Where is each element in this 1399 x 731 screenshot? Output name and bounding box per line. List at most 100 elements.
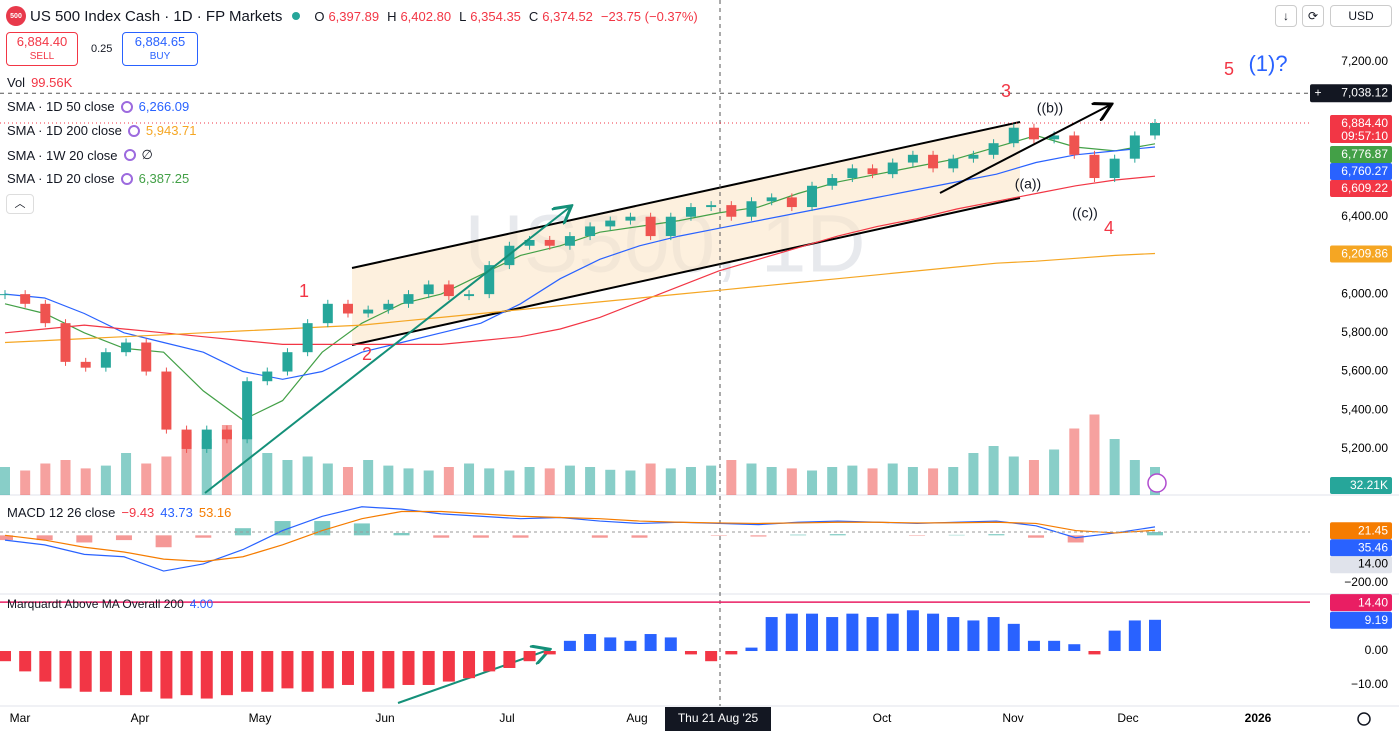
macd-hist <box>472 535 489 538</box>
sma-line <box>4 175 1156 345</box>
x-tick-label: Jun <box>375 711 394 725</box>
marq-bar <box>140 651 153 692</box>
legend-name: Marquardt Above MA Overall 200 <box>7 597 184 611</box>
y-tick-label: −200.00 <box>1344 575 1388 589</box>
marq-bar <box>39 651 52 682</box>
candle <box>282 352 293 372</box>
currency-select[interactable]: USD <box>1330 5 1392 27</box>
candle <box>1049 135 1060 140</box>
price-badge: 6,884.40 <box>1341 116 1388 130</box>
status-dot <box>292 12 301 20</box>
marq-bar <box>947 617 960 652</box>
level-badge: 14.40 <box>1358 595 1388 609</box>
marq-bar <box>503 651 516 668</box>
sma-legend: SMA · 1W 20 close ∅ <box>7 147 153 163</box>
marq-bar <box>1027 640 1040 652</box>
price-badge-bg <box>1330 162 1392 180</box>
volume-bar <box>786 468 797 495</box>
volume-bar <box>484 468 495 495</box>
sell-button[interactable]: 6,884.40 SELL <box>6 32 78 66</box>
volume-bar <box>40 463 51 495</box>
volume-bar <box>322 463 333 495</box>
vol-legend: Vol 99.56K <box>7 75 72 90</box>
marq-bar <box>866 617 879 652</box>
candle <box>665 216 676 237</box>
volume-bar <box>867 468 878 495</box>
volume-bar <box>1129 460 1140 495</box>
level-badge-bg <box>1330 594 1392 612</box>
macd-badge: 21.45 <box>1358 523 1388 537</box>
marq-bar <box>584 634 597 652</box>
candle <box>887 162 898 175</box>
sell-label: SELL <box>29 51 55 62</box>
volume-bar <box>605 469 616 495</box>
macd-hist <box>512 535 529 538</box>
marq-bar <box>59 651 72 689</box>
candle <box>403 294 414 304</box>
settings-icon[interactable] <box>127 124 140 137</box>
volume-bar <box>403 468 414 495</box>
volume-bar <box>1008 456 1019 495</box>
marq-bar <box>846 613 859 652</box>
candle <box>484 265 495 295</box>
candle <box>928 154 939 169</box>
crosshair-date: Thu 21 Aug '25 <box>678 711 759 725</box>
candle <box>1109 158 1120 179</box>
macd-badge-bg <box>1330 539 1392 557</box>
price-badge: 6,609.22 <box>1341 181 1388 195</box>
marq-bar <box>987 617 1000 652</box>
macd-hist <box>0 535 13 541</box>
macd-tick-bg <box>1330 556 1392 574</box>
volume-bar <box>80 468 91 495</box>
candle <box>141 342 152 372</box>
trend-arrow <box>939 105 1110 194</box>
download-button[interactable]: ↓ <box>1275 5 1297 27</box>
volume-bar <box>1089 414 1100 495</box>
candle <box>322 303 333 324</box>
marq-bar <box>927 613 940 652</box>
candle <box>564 236 575 246</box>
volume-bar <box>524 467 535 495</box>
volume-bar <box>464 463 475 495</box>
candle <box>706 205 717 208</box>
macd-hist <box>591 535 608 538</box>
candle <box>1028 127 1039 140</box>
y-tick-label: 5,600.00 <box>1341 364 1388 378</box>
collapse-button[interactable]: ︿ <box>6 194 34 214</box>
wave-label: 2 <box>362 344 372 364</box>
volume-bar <box>342 467 353 495</box>
volume-bar <box>423 470 434 495</box>
settings-icon[interactable] <box>120 172 133 185</box>
marq-bar <box>402 651 415 685</box>
candle <box>242 381 253 440</box>
legend-value: 43.73 <box>160 505 193 520</box>
candle <box>121 342 132 353</box>
x-tick-label: Aug <box>626 711 647 725</box>
legend-name: Vol <box>7 75 26 90</box>
channel-line <box>351 197 1021 346</box>
ohlc-label: C <box>528 8 539 24</box>
volume-bar <box>645 463 656 495</box>
price-badge-bg <box>1330 179 1392 197</box>
volume-bar <box>887 463 898 495</box>
marq-bar <box>826 617 839 652</box>
x-tick-label: 2026 <box>1245 711 1272 725</box>
crosshair-label: 7,038.12 <box>1341 85 1388 99</box>
volume-bar <box>100 465 111 495</box>
candle <box>746 201 757 217</box>
x-tick-label: Jul <box>499 711 514 725</box>
settings-icon[interactable] <box>120 100 133 113</box>
replay-button[interactable]: ⟳ <box>1302 5 1324 27</box>
crosshair-plus: + <box>1314 85 1321 99</box>
settings-icon[interactable] <box>123 149 136 161</box>
candle <box>423 284 434 295</box>
wave-label: ((c)) <box>1072 205 1098 221</box>
marq-bar <box>422 651 435 685</box>
volume-bar <box>544 468 555 495</box>
wave-label: 5 <box>1224 59 1234 79</box>
marq-bar <box>1088 651 1101 655</box>
marq-bar <box>745 647 758 652</box>
buy-button[interactable]: 6,884.65 BUY <box>122 32 198 66</box>
candle <box>625 216 636 221</box>
symbol-title[interactable]: US 500 Index Cash · 1D · FP Markets <box>30 7 283 25</box>
